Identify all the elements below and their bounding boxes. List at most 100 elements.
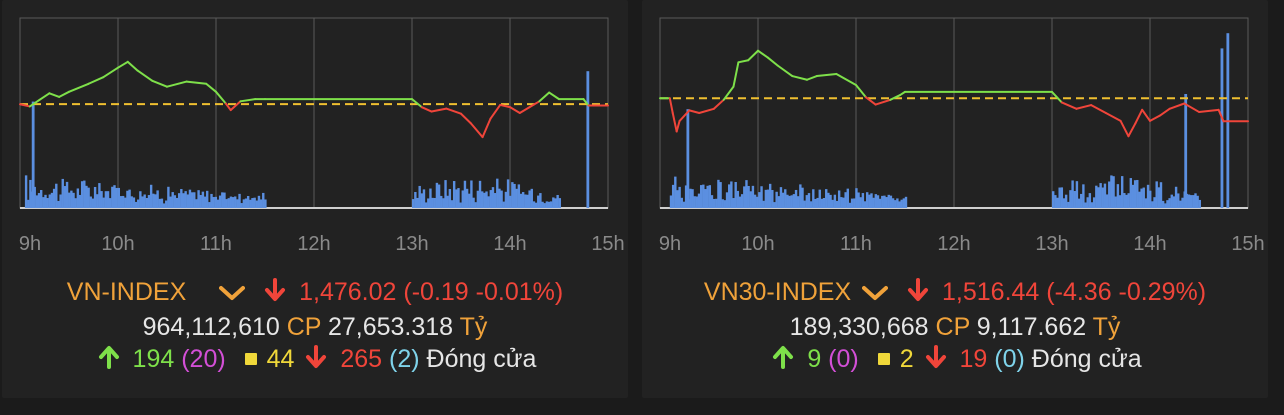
- price-segment: [548, 91, 560, 101]
- volume-bar: [39, 190, 43, 208]
- vn-index-volume-row: 964,112,610 CP 27,653.318 Tỷ: [2, 313, 628, 342]
- volume-bar: [768, 183, 772, 208]
- volume-bar: [498, 188, 501, 208]
- volume-bar: [511, 182, 514, 208]
- volume-bar: [50, 192, 54, 208]
- ceiling-count: (0): [828, 345, 859, 374]
- volume-bar: [790, 195, 793, 208]
- volume-bar: [491, 187, 495, 208]
- volume-bar: [251, 198, 254, 208]
- volume-bar: [108, 198, 112, 208]
- volume-bar: [1151, 201, 1154, 208]
- volume-bar: [463, 180, 467, 208]
- price-segment: [791, 75, 808, 81]
- volume-bar: [751, 185, 755, 208]
- price-segment: [889, 94, 902, 101]
- price-segment: [229, 100, 242, 112]
- volume-bar: [487, 196, 490, 208]
- volume-bar: [840, 197, 843, 208]
- volume-bar: [697, 193, 701, 208]
- volume-bar: [210, 193, 213, 208]
- vn30-index-summary: VN30-INDEX 1,516.44 (-4.36 -0.29%): [642, 278, 1268, 309]
- volume-bar: [422, 189, 426, 208]
- volume-bar: [216, 199, 220, 208]
- volume-bar: [100, 191, 103, 208]
- volume-bar: [257, 195, 261, 208]
- volume-bar: [1077, 198, 1081, 208]
- volume-bar: [881, 195, 884, 208]
- volume-bar: [728, 184, 731, 208]
- volume-bar: [80, 181, 84, 208]
- volume-bar: [1103, 183, 1107, 208]
- decliners: 19: [959, 345, 988, 374]
- volume-bar: [1088, 193, 1092, 208]
- volume-bar: [738, 196, 742, 208]
- volume-bar: [126, 190, 129, 208]
- volume-bar: [1127, 193, 1130, 208]
- volume-bar: [1133, 180, 1137, 208]
- volume-bar: [141, 196, 144, 208]
- volume-bar: [1164, 203, 1167, 208]
- turnover: 27,653.318: [327, 313, 454, 341]
- volume-bar: [1101, 187, 1104, 208]
- volume-bar: [736, 190, 740, 208]
- unchanged: 44: [266, 345, 295, 374]
- volume-bar: [1174, 186, 1178, 208]
- volume-bar: [773, 202, 776, 208]
- volume-text: 189,330,668: [789, 313, 929, 341]
- price-segment: [528, 100, 541, 109]
- price-segment: [806, 75, 818, 81]
- volume-bar: [42, 197, 45, 208]
- price-segment: [1075, 104, 1093, 110]
- volume-bar: [442, 198, 445, 208]
- volume-bar: [493, 193, 497, 208]
- volume-bar: [78, 194, 82, 208]
- volume-bar: [848, 202, 852, 208]
- volume-bar: [1067, 201, 1070, 208]
- volume-bar: [1129, 178, 1133, 208]
- volume-bar: [433, 197, 436, 208]
- price-segment: [460, 112, 472, 125]
- volume-bar: [212, 197, 215, 208]
- volume-bar: [556, 194, 559, 208]
- volume-bar: [1166, 200, 1169, 208]
- volume-bar: [1108, 181, 1111, 208]
- price-segment: [38, 92, 51, 101]
- volume-bar: [801, 187, 804, 208]
- volume-bar: [145, 197, 149, 208]
- volume-bar: [132, 197, 136, 208]
- volume-bar: [876, 195, 880, 208]
- volume-bar: [1097, 187, 1100, 208]
- volume-bar: [803, 200, 806, 208]
- volume-bar: [710, 195, 714, 208]
- volume-bar: [218, 195, 222, 208]
- volume-bar: [457, 188, 460, 208]
- volume-bar: [740, 194, 744, 208]
- price-segment: [737, 59, 750, 64]
- volume-bar: [506, 179, 510, 208]
- volume-bar: [1168, 198, 1171, 208]
- price-segment: [136, 69, 154, 82]
- floor-count: (0): [994, 345, 1025, 374]
- chevron-down-icon[interactable]: [862, 279, 889, 308]
- price-segment: [166, 80, 188, 88]
- price-segment: [671, 112, 678, 133]
- volume-bar: [33, 186, 36, 208]
- volume-bar: [676, 190, 679, 208]
- volume-bar: [199, 195, 202, 208]
- price-segment: [688, 109, 701, 114]
- volume-bar: [435, 182, 439, 208]
- volume-bar: [1142, 187, 1145, 208]
- price-segment: [1090, 104, 1107, 114]
- volume-bar: [753, 194, 757, 208]
- volume-bar: [779, 187, 783, 208]
- volume-bar: [139, 191, 142, 208]
- advancers: 194: [132, 345, 175, 374]
- chevron-down-icon[interactable]: [219, 279, 246, 308]
- volume-bar: [160, 198, 164, 208]
- volume-bar: [1155, 181, 1158, 208]
- volume-bar: [853, 198, 856, 208]
- volume-bar: [223, 192, 226, 208]
- price-segment: [1141, 108, 1151, 122]
- volume-bar: [182, 193, 185, 208]
